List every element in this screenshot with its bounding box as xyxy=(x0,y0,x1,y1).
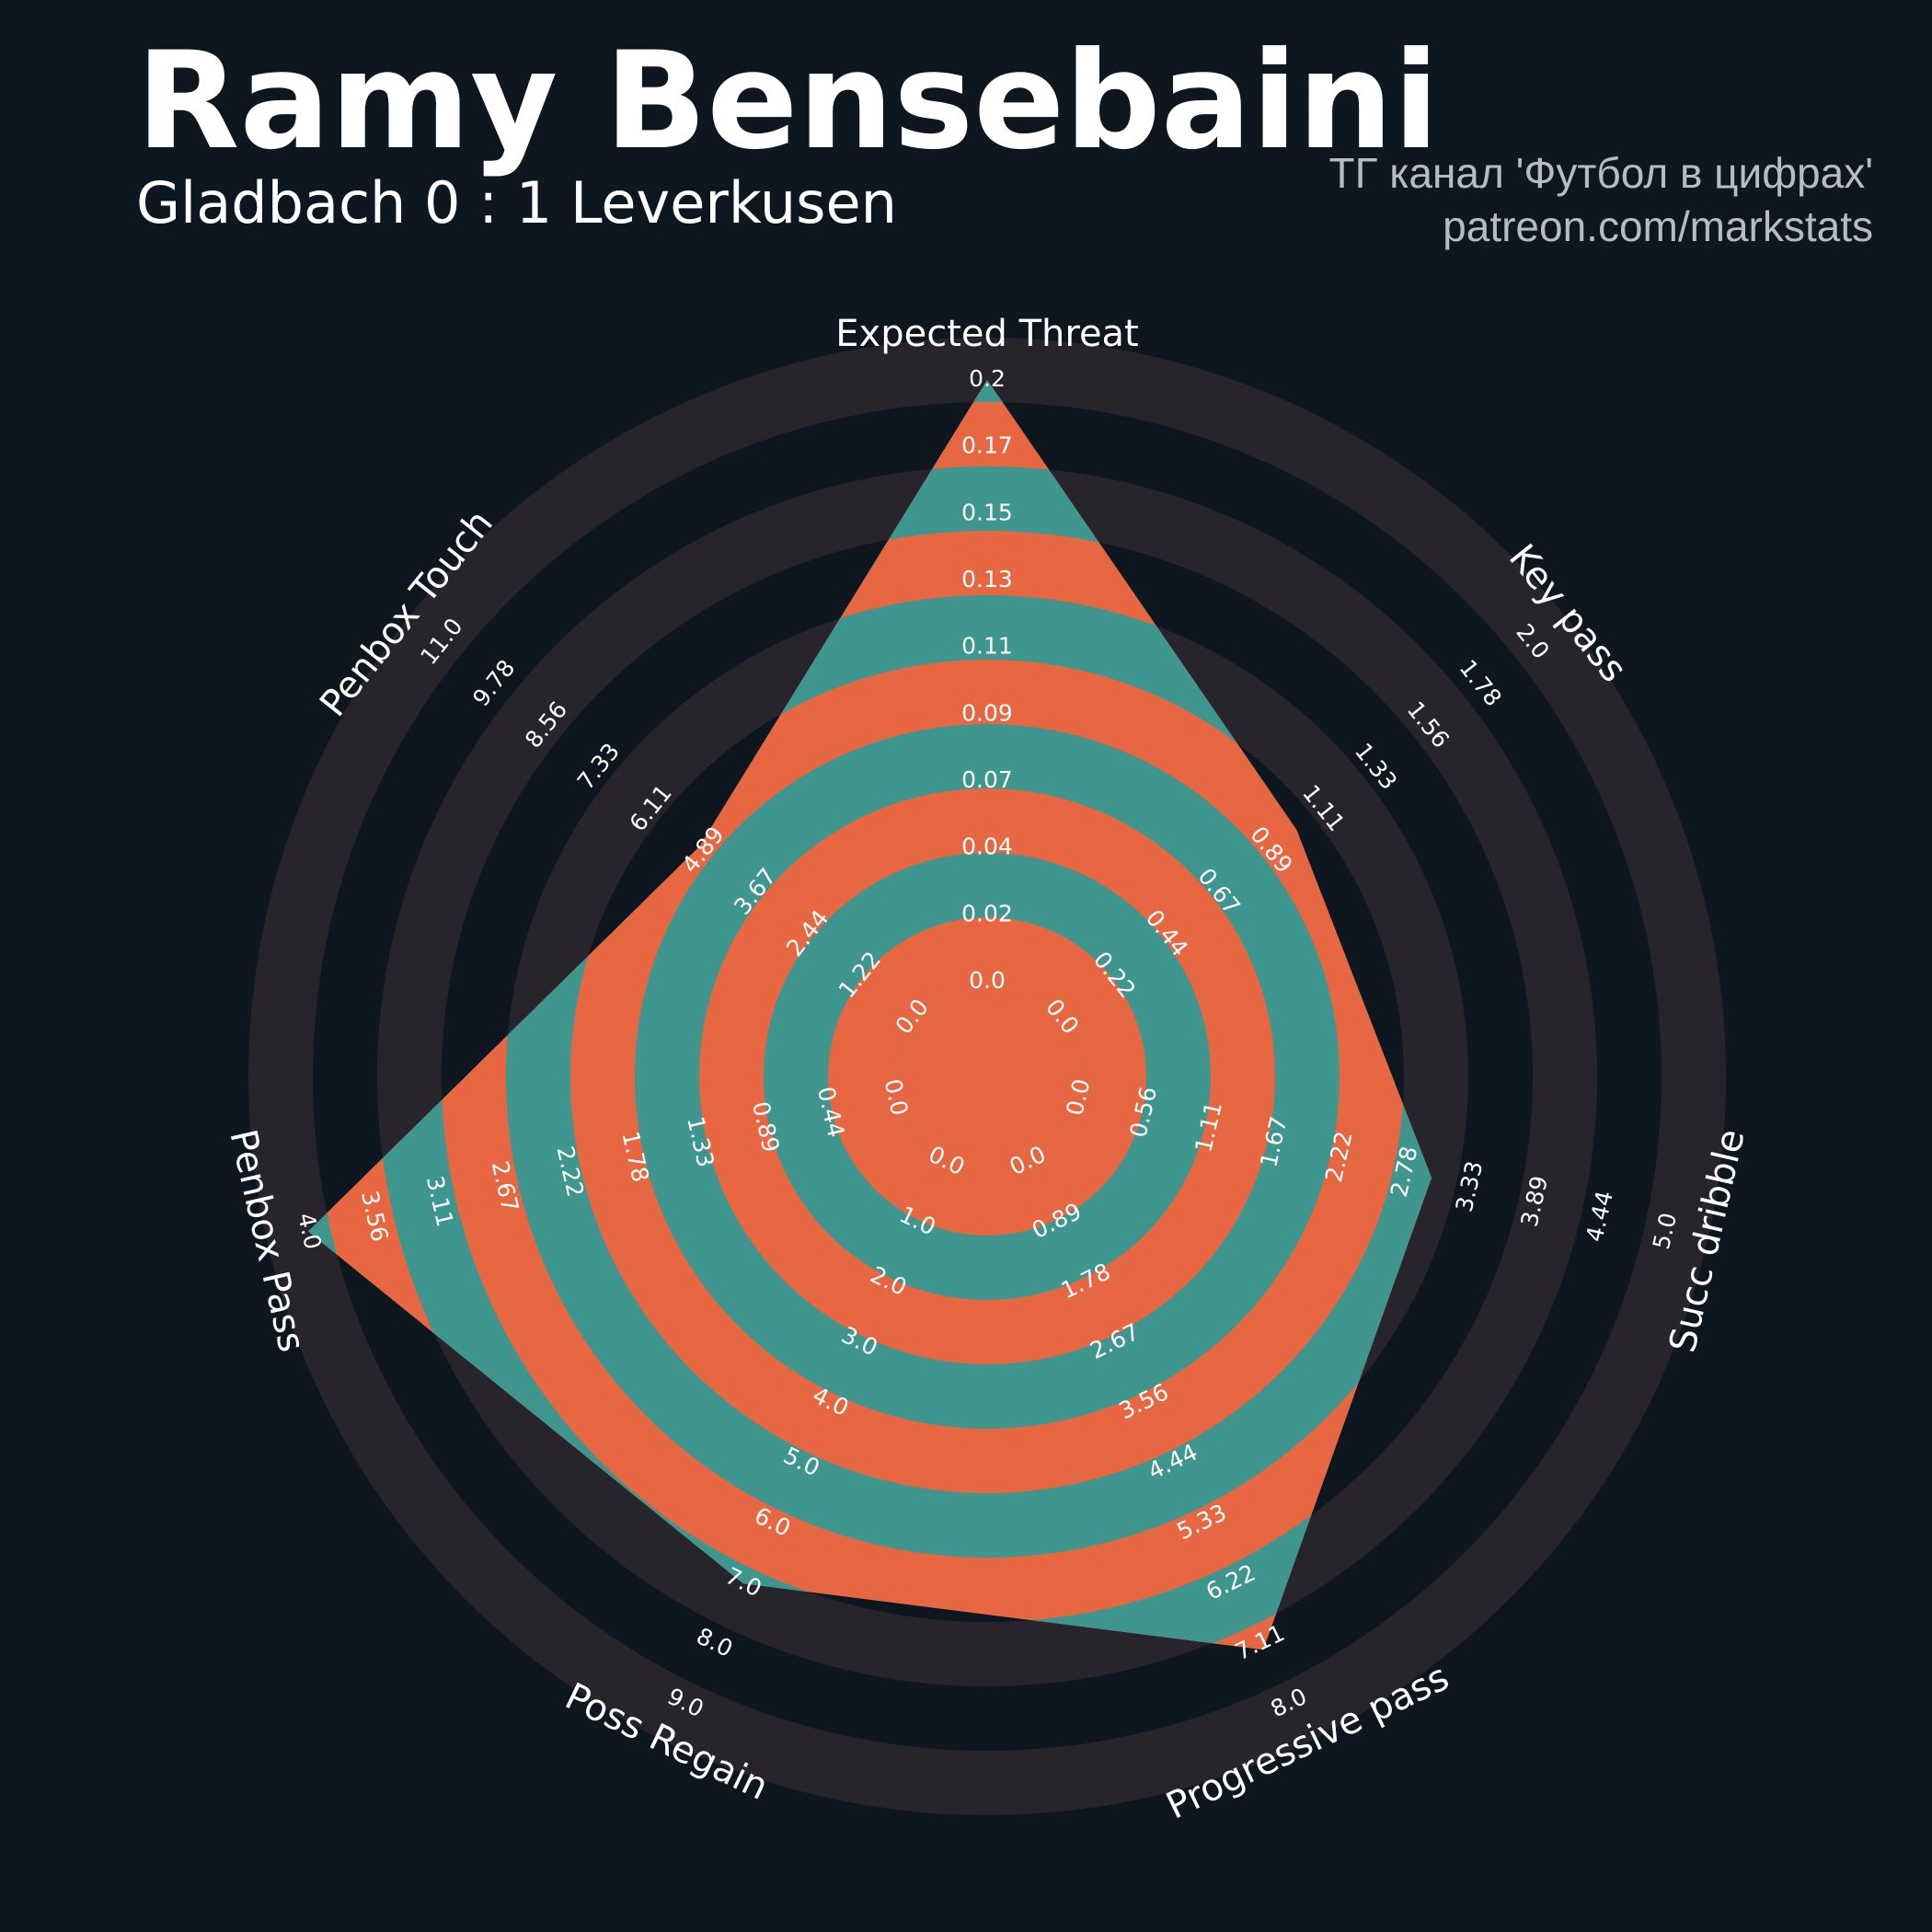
tick-label: 0.07 xyxy=(961,766,1013,793)
param-label: Expected Threat xyxy=(835,313,1139,355)
tick-label: 0.2 xyxy=(969,365,1006,392)
tick-label: 0.04 xyxy=(961,834,1013,860)
tick-label: 0.15 xyxy=(961,499,1013,525)
tick-label: 0.09 xyxy=(961,699,1013,726)
match-subtitle: Gladbach 0 : 1 Leverkusen xyxy=(136,169,897,236)
credit-channel: ТГ канал 'Футбол в цифрах' xyxy=(1328,149,1873,197)
tick-label: 0.0 xyxy=(969,967,1006,994)
player-name-title: Ramy Bensebaini xyxy=(136,23,1439,179)
tick-label: 0.02 xyxy=(961,900,1013,926)
shape-band-center xyxy=(892,982,1082,1171)
tick-label: 0.17 xyxy=(961,432,1013,459)
credit-patreon: patreon.com/markstats xyxy=(1443,202,1873,250)
tick-label: 0.11 xyxy=(961,633,1013,660)
tick-label: 0.13 xyxy=(961,566,1013,592)
